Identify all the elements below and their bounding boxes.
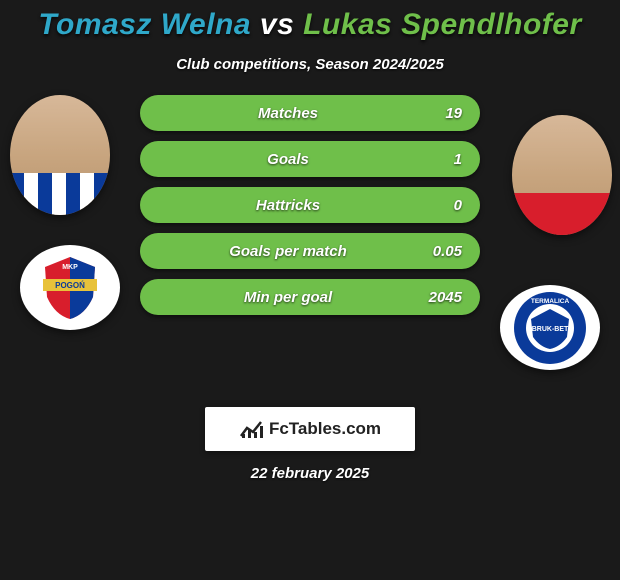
stat-label: Min per goal [158, 289, 418, 306]
player2-club-logo: TERMALICA BRUK-BET [500, 285, 600, 370]
stat-value: 0.05 [418, 243, 462, 260]
svg-text:BRUK-BET: BRUK-BET [532, 326, 569, 333]
date: 22 february 2025 [0, 465, 620, 482]
svg-text:POGOŃ: POGOŃ [55, 281, 85, 290]
stat-value: 0 [418, 197, 462, 214]
title-player1: Tomasz Welna [38, 8, 251, 41]
stat-row: Goals1 [140, 141, 480, 177]
title-player2: Lukas Spendlhofer [303, 8, 582, 41]
player1-jersey [10, 173, 110, 215]
stats-list: Matches19 Goals1 Hattricks0 Goals per match… [140, 95, 480, 325]
svg-text:TERMALICA: TERMALICA [531, 298, 570, 305]
player2-face-placeholder [512, 115, 612, 235]
stat-value: 2045 [418, 289, 462, 306]
termalica-crest-icon: TERMALICA BRUK-BET [511, 289, 589, 367]
comparison-title: Tomasz Welna vs Lukas Spendlhofer [0, 0, 620, 42]
stat-row: Goals per match0.05 [140, 233, 480, 269]
brand-text: FcTables.com [269, 419, 381, 439]
fctables-logo-icon [239, 418, 265, 440]
stat-label: Hattricks [158, 197, 418, 214]
title-vs: vs [260, 8, 294, 41]
subtitle: Club competitions, Season 2024/2025 [0, 56, 620, 73]
stat-row: Hattricks0 [140, 187, 480, 223]
player1-face-placeholder [10, 95, 110, 215]
player1-portrait [10, 95, 110, 215]
stat-value: 1 [418, 151, 462, 168]
player1-club-logo: MKP POGOŃ [20, 245, 120, 330]
stat-label: Goals [158, 151, 418, 168]
stat-label: Matches [158, 105, 418, 122]
stat-value: 19 [418, 105, 462, 122]
brand-watermark: FcTables.com [205, 407, 415, 451]
comparison-arena: Matches19 Goals1 Hattricks0 Goals per match… [0, 95, 620, 395]
stat-label: Goals per match [158, 243, 418, 260]
player2-jersey [512, 193, 612, 235]
svg-text:MKP: MKP [62, 264, 78, 271]
stat-row: Matches19 [140, 95, 480, 131]
stat-row: Min per goal2045 [140, 279, 480, 315]
pogon-crest-icon: MKP POGOŃ [35, 253, 105, 323]
player2-portrait [512, 115, 612, 235]
